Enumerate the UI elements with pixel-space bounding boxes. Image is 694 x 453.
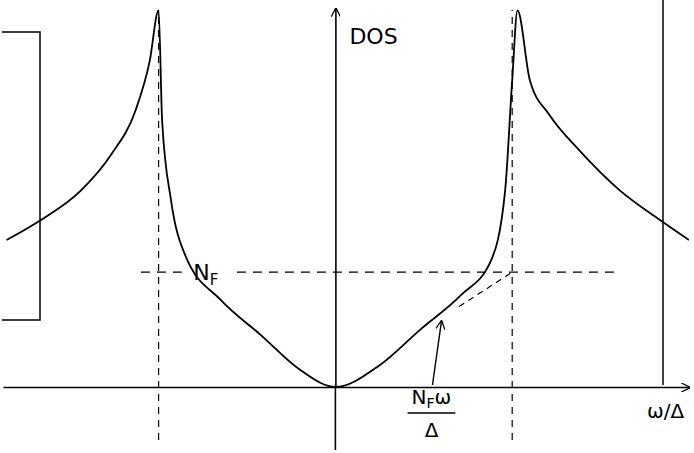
reference-label: NF — [193, 260, 218, 289]
y-axis — [335, 9, 336, 388]
reference-label-sub: F — [210, 271, 219, 289]
annotation-denominator: Δ — [425, 418, 439, 442]
x-axis-line — [4, 387, 690, 389]
chart: DOSω/ΔNFNFωΔ — [0, 0, 694, 453]
fraction-bar — [408, 412, 456, 414]
y-axis-title: DOS — [349, 24, 397, 49]
x-axis — [4, 387, 690, 389]
annotation-numerator-main: N — [412, 385, 427, 409]
dos-curve — [7, 10, 689, 387]
plot-area — [7, 10, 689, 387]
x-axis-title: ω/Δ — [647, 399, 684, 423]
y-axis-line — [335, 9, 337, 388]
y-axis-extension — [335, 387, 337, 450]
x-tick — [158, 10, 159, 440]
annotation-numerator-rest: ω — [435, 385, 452, 409]
bracket — [2, 32, 40, 320]
annotation-numerator-sub: F — [427, 395, 435, 411]
annotation-numerator: NFω — [412, 385, 452, 411]
frame-line — [662, 0, 664, 385]
annotation-arrow — [432, 321, 441, 385]
linear-approximation — [459, 272, 512, 306]
